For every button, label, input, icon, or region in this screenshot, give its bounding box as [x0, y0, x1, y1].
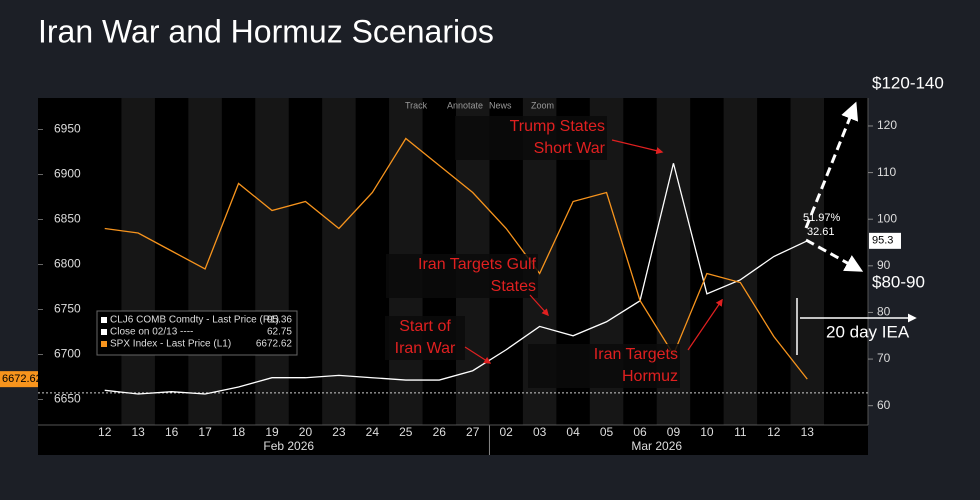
badge-right: [869, 232, 901, 249]
y-tick-label: 6800: [54, 257, 81, 271]
day-band: [188, 98, 222, 425]
legend-value: 62.75: [267, 327, 292, 338]
slide-title: Iran War and Hormuz Scenarios: [38, 13, 494, 49]
x-tick-label: 05: [600, 425, 614, 439]
x-tick-label: 23: [332, 425, 346, 439]
scenario-arrow: [804, 101, 859, 229]
y2-tick-label: 70: [877, 351, 891, 365]
annotation-bg: [455, 138, 607, 160]
x-tick-label: 09: [667, 425, 681, 439]
day-band: [723, 98, 758, 425]
annotation-arrow: [611, 139, 664, 155]
legend-swatch: [101, 317, 107, 323]
annotation-text: Iran Targets: [594, 346, 678, 363]
day-band: [121, 98, 155, 425]
x-tick-label: 13: [132, 425, 146, 439]
annotation-arrow: [687, 298, 723, 351]
annotation-text: Start of: [399, 318, 451, 335]
x-tick-label: 12: [767, 425, 781, 439]
x-tick-label: 27: [466, 425, 480, 439]
x-tick-label: 03: [533, 425, 547, 439]
x-tick-label: 24: [366, 425, 380, 439]
badge-right-text: 95.3: [872, 235, 893, 247]
y2-tick-label: 90: [877, 258, 891, 272]
legend-label: Close on 02/13 ----: [110, 327, 193, 338]
x-tick-label: 06: [633, 425, 647, 439]
scenario-label: $80-90: [872, 272, 925, 291]
annotation-text: Iran War: [395, 340, 456, 357]
x-tick-label: 26: [433, 425, 447, 439]
y-tick-label: 6650: [54, 392, 81, 406]
annotation-bg: [386, 254, 538, 276]
x-tick-label: 17: [198, 425, 212, 439]
scenario-label: 20 day IEA: [826, 322, 910, 341]
day-band: [322, 98, 356, 425]
annotation-bg: [528, 344, 680, 366]
series-line: [104, 163, 808, 395]
badge-left: [0, 371, 38, 388]
x-tick-label: 11: [734, 425, 747, 439]
day-band: [790, 98, 824, 425]
toolbar-item: Annotate: [447, 100, 483, 110]
scenario-label: $120-140: [872, 73, 944, 92]
toolbar-item: News: [489, 100, 512, 110]
month-label: Mar 2026: [631, 439, 682, 453]
y-tick-label: 6850: [54, 212, 81, 226]
annotation-arrow: [529, 294, 549, 317]
legend-value: 95.36: [267, 315, 292, 326]
x-tick-label: 02: [500, 425, 514, 439]
month-label: Feb 2026: [263, 439, 314, 453]
annotation-text: Short War: [534, 140, 606, 157]
y2-tick-label: 80: [877, 305, 891, 319]
annotation-text: Trump States: [510, 118, 605, 135]
badge-left-text: 6672.62: [2, 373, 42, 385]
series-line: [104, 137, 808, 380]
y-tick-label: 6950: [54, 122, 81, 136]
y-tick-label: 6700: [54, 347, 81, 361]
x-tick-label: 19: [265, 425, 279, 439]
x-tick-label: 04: [566, 425, 580, 439]
annotation-bg: [455, 116, 607, 138]
x-tick-label: 16: [165, 425, 179, 439]
y2-tick-label: 110: [877, 165, 896, 179]
day-band: [255, 98, 289, 425]
legend-value: 6672.62: [256, 339, 293, 350]
annotation-bg: [385, 338, 465, 360]
legend-swatch: [101, 341, 107, 347]
toolbar-item: Zoom: [531, 100, 554, 110]
annotation-bg: [528, 366, 680, 388]
stat: 32.61: [807, 226, 835, 238]
x-tick-label: 12: [98, 425, 112, 439]
annotation-text: States: [491, 278, 536, 295]
y2-tick-label: 100: [877, 211, 897, 225]
annotation-text: Iran Targets Gulf: [418, 256, 537, 273]
y2-tick-label: 60: [877, 398, 891, 412]
legend-box: [96, 310, 298, 356]
annotation-text: Hormuz: [622, 368, 678, 385]
annotation-arrow: [464, 346, 492, 364]
x-tick-label: 18: [232, 425, 246, 439]
x-tick-label: 10: [700, 425, 714, 439]
legend-label: CLJ6 COMB Comdty - Last Price (R1): [110, 315, 279, 326]
x-tick-label: 13: [801, 425, 815, 439]
legend-label: SPX Index - Last Price (L1): [110, 339, 231, 350]
y-tick-label: 6750: [54, 302, 81, 316]
x-tick-label: 25: [399, 425, 413, 439]
y-tick-label: 6900: [54, 167, 81, 181]
y2-tick-label: 120: [877, 118, 897, 132]
legend-swatch: [101, 329, 107, 335]
annotation-bg: [385, 316, 465, 338]
toolbar-item: Track: [405, 100, 428, 110]
x-tick-label: 20: [299, 425, 313, 439]
annotation-bg: [386, 276, 538, 298]
scenario-arrow: [805, 238, 864, 272]
